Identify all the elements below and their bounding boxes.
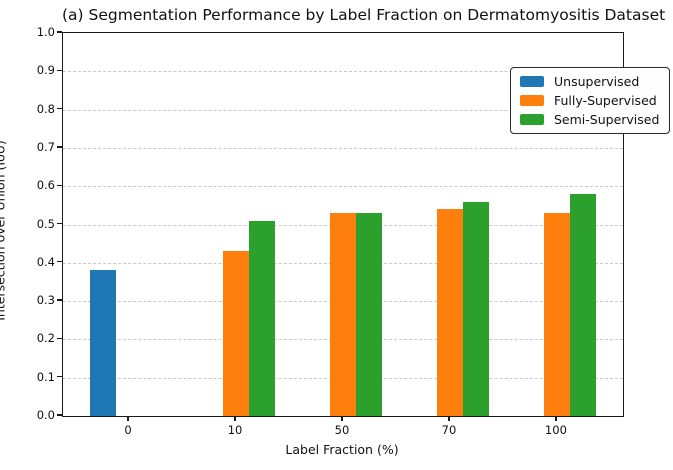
x-tick-label: 100	[544, 423, 567, 437]
legend: Unsupervised Fully-Supervised Semi-Supervi…	[510, 67, 671, 134]
bar-fully-supervised-50	[330, 213, 356, 416]
x-axis-label: Label Fraction (%)	[285, 442, 399, 457]
x-tick	[127, 416, 129, 422]
legend-item-unsupervised: Unsupervised	[520, 74, 659, 89]
y-tick-label: 0.8	[36, 101, 55, 116]
y-tick	[57, 299, 62, 301]
legend-label: Semi-Supervised	[554, 112, 660, 127]
bar-unsupervised-0	[90, 270, 117, 416]
plot-area: Unsupervised Fully-Supervised Semi-Supervi…	[62, 32, 671, 417]
bar-fully-supervised-70	[436, 209, 463, 416]
y-tick	[57, 146, 62, 148]
legend-label: Unsupervised	[554, 74, 640, 89]
bar-semi-supervised-10	[249, 220, 276, 416]
bar-semi-supervised-50	[356, 213, 382, 416]
legend-item-semi-supervised: Semi-Supervised	[520, 112, 659, 127]
y-axis-label: Intersection over Union (IoU)	[0, 140, 8, 321]
y-tick-label: 0.5	[36, 216, 55, 231]
legend-swatch	[520, 76, 544, 87]
y-tick	[57, 261, 62, 263]
legend-swatch	[520, 114, 544, 125]
x-tick	[234, 416, 236, 422]
bar-semi-supervised-70	[462, 201, 489, 416]
x-tick-label: 0	[124, 423, 132, 437]
y-tick-label: 0.7	[36, 139, 55, 154]
bar-fully-supervised-10	[223, 251, 250, 416]
gridline	[63, 109, 623, 111]
y-tick-label: 1.0	[36, 25, 55, 39]
y-tick-label: 0.6	[36, 178, 55, 193]
x-tick	[555, 416, 557, 422]
gridline	[63, 147, 623, 149]
y-tick	[57, 69, 62, 71]
legend-item-fully-supervised: Fully-Supervised	[520, 93, 659, 108]
chart-title: (a) Segmentation Performance by Label Fr…	[62, 6, 666, 24]
bar-semi-supervised-100	[569, 193, 596, 416]
gridline	[63, 186, 623, 188]
bar-fully-supervised-100	[543, 213, 570, 416]
legend-swatch	[520, 95, 544, 106]
y-tick-label: 0.0	[36, 408, 55, 422]
y-tick	[57, 414, 62, 416]
y-tick	[57, 222, 62, 225]
y-tick	[57, 376, 62, 378]
gridline	[63, 71, 623, 73]
y-tick	[57, 107, 62, 110]
x-tick	[341, 416, 343, 422]
y-tick-label: 0.2	[36, 331, 55, 346]
x-tick-label: 10	[227, 423, 243, 437]
y-tick	[57, 337, 62, 340]
y-tick-label: 0.1	[36, 369, 55, 384]
y-tick	[57, 184, 62, 186]
x-tick-label: 70	[441, 423, 457, 437]
legend-label: Fully-Supervised	[554, 93, 657, 108]
x-tick-label: 50	[334, 423, 350, 437]
y-tick-label: 0.4	[36, 254, 55, 269]
y-tick-label: 0.9	[36, 63, 55, 78]
x-tick	[448, 416, 450, 422]
y-tick	[57, 31, 62, 33]
y-tick-label: 0.3	[36, 293, 55, 308]
